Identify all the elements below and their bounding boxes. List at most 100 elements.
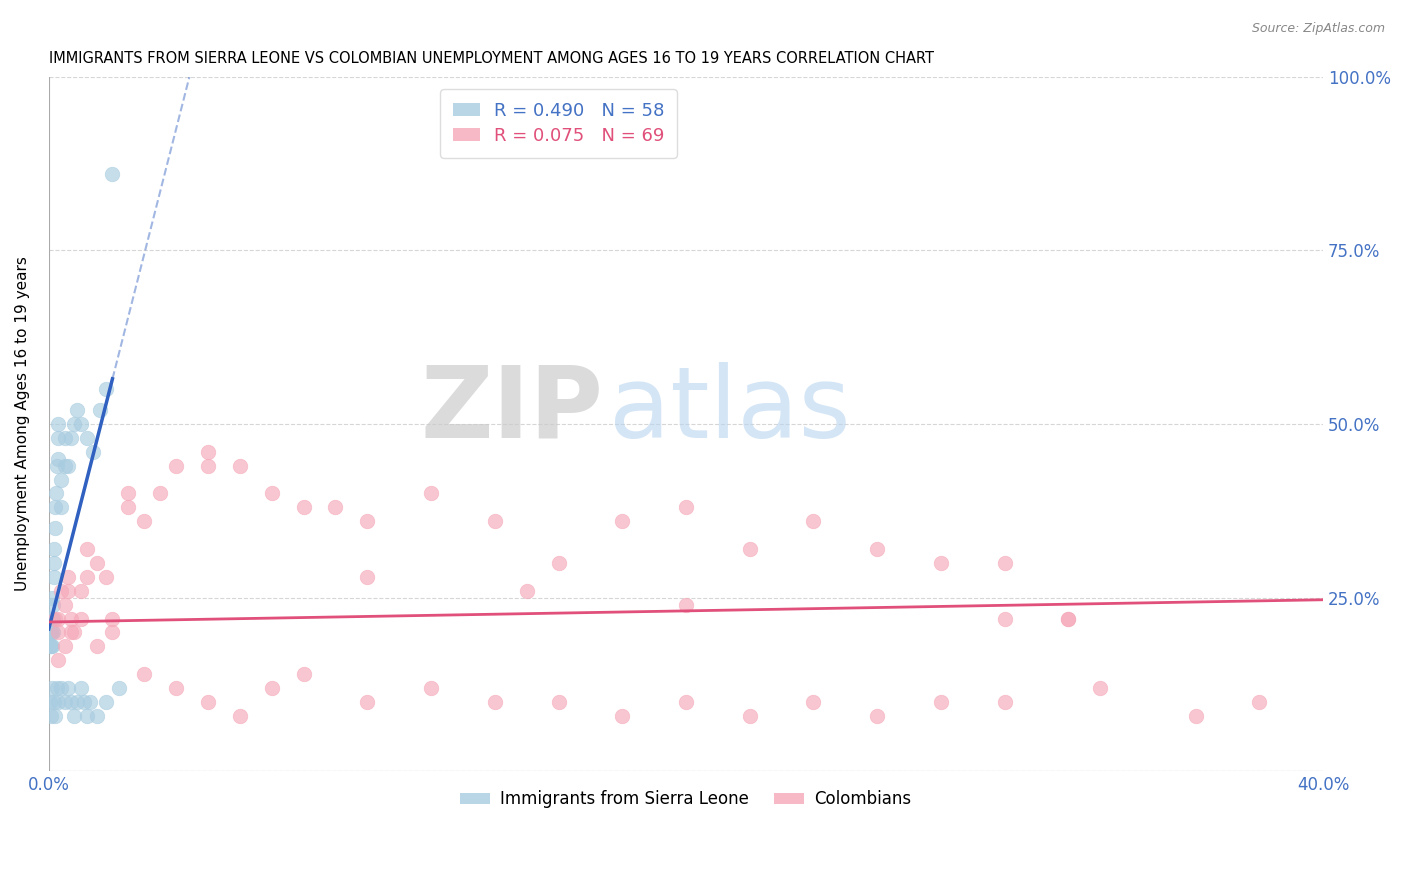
Point bbox=[1184, 708, 1206, 723]
Point bbox=[42, 611, 65, 625]
Point bbox=[66, 695, 89, 709]
Point bbox=[44, 708, 66, 723]
Point bbox=[108, 681, 131, 695]
Point bbox=[53, 640, 76, 654]
Point bbox=[53, 458, 76, 473]
Point bbox=[46, 417, 69, 431]
Point bbox=[1249, 695, 1271, 709]
Point bbox=[866, 542, 889, 557]
Point bbox=[39, 640, 62, 654]
Point bbox=[46, 611, 69, 625]
Point bbox=[547, 695, 569, 709]
Point bbox=[929, 556, 952, 570]
Point bbox=[165, 458, 187, 473]
Point bbox=[484, 514, 506, 528]
Point bbox=[993, 695, 1015, 709]
Point bbox=[39, 695, 62, 709]
Point bbox=[41, 640, 63, 654]
Point bbox=[39, 611, 62, 625]
Point bbox=[260, 681, 283, 695]
Point bbox=[42, 598, 65, 612]
Point bbox=[38, 611, 60, 625]
Point bbox=[229, 708, 252, 723]
Y-axis label: Unemployment Among Ages 16 to 19 years: Unemployment Among Ages 16 to 19 years bbox=[15, 257, 30, 591]
Point bbox=[45, 681, 67, 695]
Point bbox=[229, 458, 252, 473]
Point bbox=[866, 708, 889, 723]
Point bbox=[738, 542, 761, 557]
Point bbox=[292, 667, 315, 681]
Point bbox=[42, 695, 65, 709]
Point bbox=[197, 695, 219, 709]
Point bbox=[46, 653, 69, 667]
Point bbox=[46, 625, 69, 640]
Point bbox=[76, 708, 98, 723]
Point bbox=[117, 486, 139, 500]
Point bbox=[117, 500, 139, 515]
Point bbox=[803, 695, 825, 709]
Point bbox=[82, 444, 104, 458]
Point bbox=[420, 681, 443, 695]
Point bbox=[993, 556, 1015, 570]
Point bbox=[46, 431, 69, 445]
Point bbox=[547, 556, 569, 570]
Point bbox=[53, 598, 76, 612]
Point bbox=[56, 681, 79, 695]
Point bbox=[56, 570, 79, 584]
Point bbox=[44, 500, 66, 515]
Point bbox=[76, 431, 98, 445]
Point bbox=[46, 451, 69, 466]
Point bbox=[929, 695, 952, 709]
Point bbox=[69, 611, 91, 625]
Point bbox=[1088, 681, 1111, 695]
Point bbox=[41, 681, 63, 695]
Point bbox=[51, 500, 73, 515]
Point bbox=[516, 583, 538, 598]
Point bbox=[86, 708, 108, 723]
Point bbox=[41, 625, 63, 640]
Point bbox=[738, 708, 761, 723]
Point bbox=[356, 514, 378, 528]
Point bbox=[356, 695, 378, 709]
Point bbox=[101, 611, 124, 625]
Point bbox=[675, 598, 697, 612]
Point bbox=[197, 458, 219, 473]
Point bbox=[149, 486, 172, 500]
Point bbox=[45, 458, 67, 473]
Point bbox=[101, 625, 124, 640]
Point bbox=[39, 611, 62, 625]
Point bbox=[53, 695, 76, 709]
Point bbox=[39, 708, 62, 723]
Point bbox=[60, 695, 83, 709]
Point bbox=[612, 514, 634, 528]
Point bbox=[292, 500, 315, 515]
Point bbox=[41, 625, 63, 640]
Point bbox=[69, 417, 91, 431]
Point bbox=[134, 667, 156, 681]
Point bbox=[1057, 611, 1080, 625]
Point bbox=[1057, 611, 1080, 625]
Point bbox=[79, 695, 101, 709]
Point bbox=[42, 556, 65, 570]
Point bbox=[260, 486, 283, 500]
Point bbox=[165, 681, 187, 695]
Point bbox=[325, 500, 347, 515]
Point bbox=[44, 521, 66, 535]
Point bbox=[86, 640, 108, 654]
Point bbox=[60, 431, 83, 445]
Point bbox=[420, 486, 443, 500]
Point bbox=[993, 611, 1015, 625]
Point bbox=[63, 417, 86, 431]
Point bbox=[101, 167, 124, 181]
Point bbox=[56, 458, 79, 473]
Point bbox=[39, 640, 62, 654]
Point bbox=[63, 625, 86, 640]
Point bbox=[484, 695, 506, 709]
Point bbox=[69, 583, 91, 598]
Legend: Immigrants from Sierra Leone, Colombians: Immigrants from Sierra Leone, Colombians bbox=[454, 784, 918, 815]
Point bbox=[675, 695, 697, 709]
Point bbox=[73, 695, 96, 709]
Point bbox=[44, 542, 66, 557]
Point bbox=[44, 611, 66, 625]
Point bbox=[38, 625, 60, 640]
